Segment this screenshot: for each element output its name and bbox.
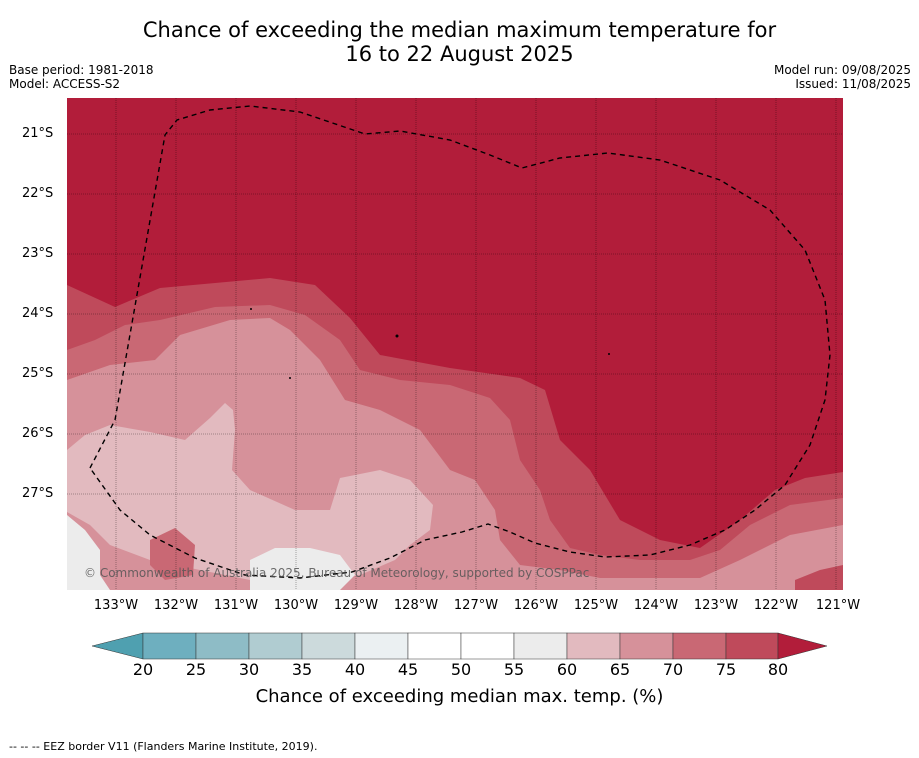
island-marker (289, 377, 291, 379)
colorbar-tick: 70 (662, 660, 684, 679)
colorbar-tick: 80 (767, 660, 789, 679)
longitude-label: 130°W (273, 598, 319, 613)
title-line-2: 16 to 22 August 2025 (345, 42, 574, 66)
longitude-label: 128°W (393, 598, 439, 613)
longitude-label: 126°W (513, 598, 559, 613)
latitude-label: 23°S (22, 246, 54, 261)
longitude-label: 127°W (453, 598, 499, 613)
colorbar-seg-30-35 (248, 632, 303, 660)
longitude-label: 124°W (633, 598, 679, 613)
region-55-60 (67, 515, 110, 590)
colorbar-seg-65-70 (619, 632, 674, 660)
latitude-label: 27°S (22, 486, 54, 501)
model-text: Model: ACCESS-S2 (9, 77, 121, 91)
colorbar-seg-35-40 (301, 632, 356, 660)
longitude-label: 125°W (573, 598, 619, 613)
colorbar-tick: 30 (238, 660, 260, 679)
colorbar-high-arrow (777, 632, 828, 660)
island-marker (395, 334, 399, 338)
model-run-text: Model run: 09/08/2025 (773, 63, 911, 77)
left-metadata: Base period: 1981-2018 Model: ACCESS-S2 (9, 63, 154, 91)
eez-legend-note: -- -- -- EEZ border V11 (Flanders Marine… (9, 740, 318, 753)
longitude-label: 133°W (93, 598, 139, 613)
island-marker (250, 308, 252, 310)
colorbar-seg-20-25 (142, 632, 197, 660)
colorbar-tick: 20 (132, 660, 154, 679)
latitude-label: 24°S (22, 306, 54, 321)
right-metadata: Model run: 09/08/2025 Issued: 11/08/2025 (774, 63, 911, 91)
copyright-notice: © Commonwealth of Australia 2025, Bureau… (84, 566, 590, 580)
colorbar-tick: 55 (503, 660, 525, 679)
longitude-label: 123°W (693, 598, 739, 613)
latitude-label: 22°S (22, 186, 54, 201)
latitude-gridlines (67, 133, 843, 495)
latitude-label: 25°S (22, 366, 54, 381)
region-60-65 (67, 403, 433, 580)
colorbar-tick: 75 (715, 660, 737, 679)
colorbar-seg-45-50 (407, 632, 462, 660)
latitude-label: 21°S (22, 126, 54, 141)
colorbar-seg-25-30 (195, 632, 250, 660)
colorbar-tick: 50 (450, 660, 472, 679)
longitude-label: 131°W (213, 598, 259, 613)
issued-text: Issued: 11/08/2025 (795, 77, 911, 91)
region-75-80-east (795, 565, 843, 590)
colorbar-tick: 25 (185, 660, 207, 679)
colorbar-tick: 40 (344, 660, 366, 679)
colorbar-seg-50-55 (460, 632, 515, 660)
colorbar-seg-40-45 (354, 632, 409, 660)
longitude-label: 132°W (153, 598, 199, 613)
colorbar-tick: 65 (609, 660, 631, 679)
base-period-text: Base period: 1981-2018 (9, 63, 154, 77)
colorbar-seg-60-65 (566, 632, 621, 660)
region-55-60-south (250, 548, 355, 590)
colorbar-tick: 45 (397, 660, 419, 679)
island-marker (608, 353, 610, 355)
latitude-label: 26°S (22, 426, 54, 441)
longitude-label: 122°W (753, 598, 799, 613)
colorbar-seg-70-75 (672, 632, 727, 660)
map-markers (250, 308, 610, 379)
colorbar (91, 632, 828, 660)
colorbar-seg-55-60 (513, 632, 568, 660)
probability-contours (67, 98, 843, 590)
colorbar-label: Chance of exceeding median max. temp. (%… (255, 686, 664, 707)
longitude-gridlines (115, 98, 837, 590)
colorbar-tick: 35 (291, 660, 313, 679)
eez-border (89, 105, 831, 579)
colorbar-low-arrow (91, 632, 144, 660)
colorbar-tick: 60 (556, 660, 578, 679)
chart-title: Chance of exceeding the median maximum t… (0, 18, 919, 66)
colorbar-seg-75-80 (725, 632, 779, 660)
title-line-1: Chance of exceeding the median maximum t… (142, 18, 777, 42)
longitude-label: 121°W (815, 598, 861, 613)
longitude-label: 129°W (333, 598, 379, 613)
